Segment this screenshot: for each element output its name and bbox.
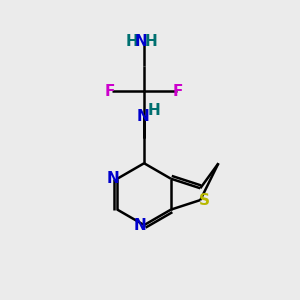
Text: H: H: [145, 34, 158, 49]
Text: H: H: [125, 34, 138, 49]
Text: N: N: [136, 109, 149, 124]
Text: F: F: [105, 84, 116, 99]
Text: F: F: [173, 84, 183, 99]
Text: H: H: [148, 103, 161, 118]
Text: N: N: [133, 218, 146, 232]
Text: N: N: [106, 171, 119, 186]
Text: S: S: [199, 193, 210, 208]
Text: N: N: [135, 34, 148, 49]
